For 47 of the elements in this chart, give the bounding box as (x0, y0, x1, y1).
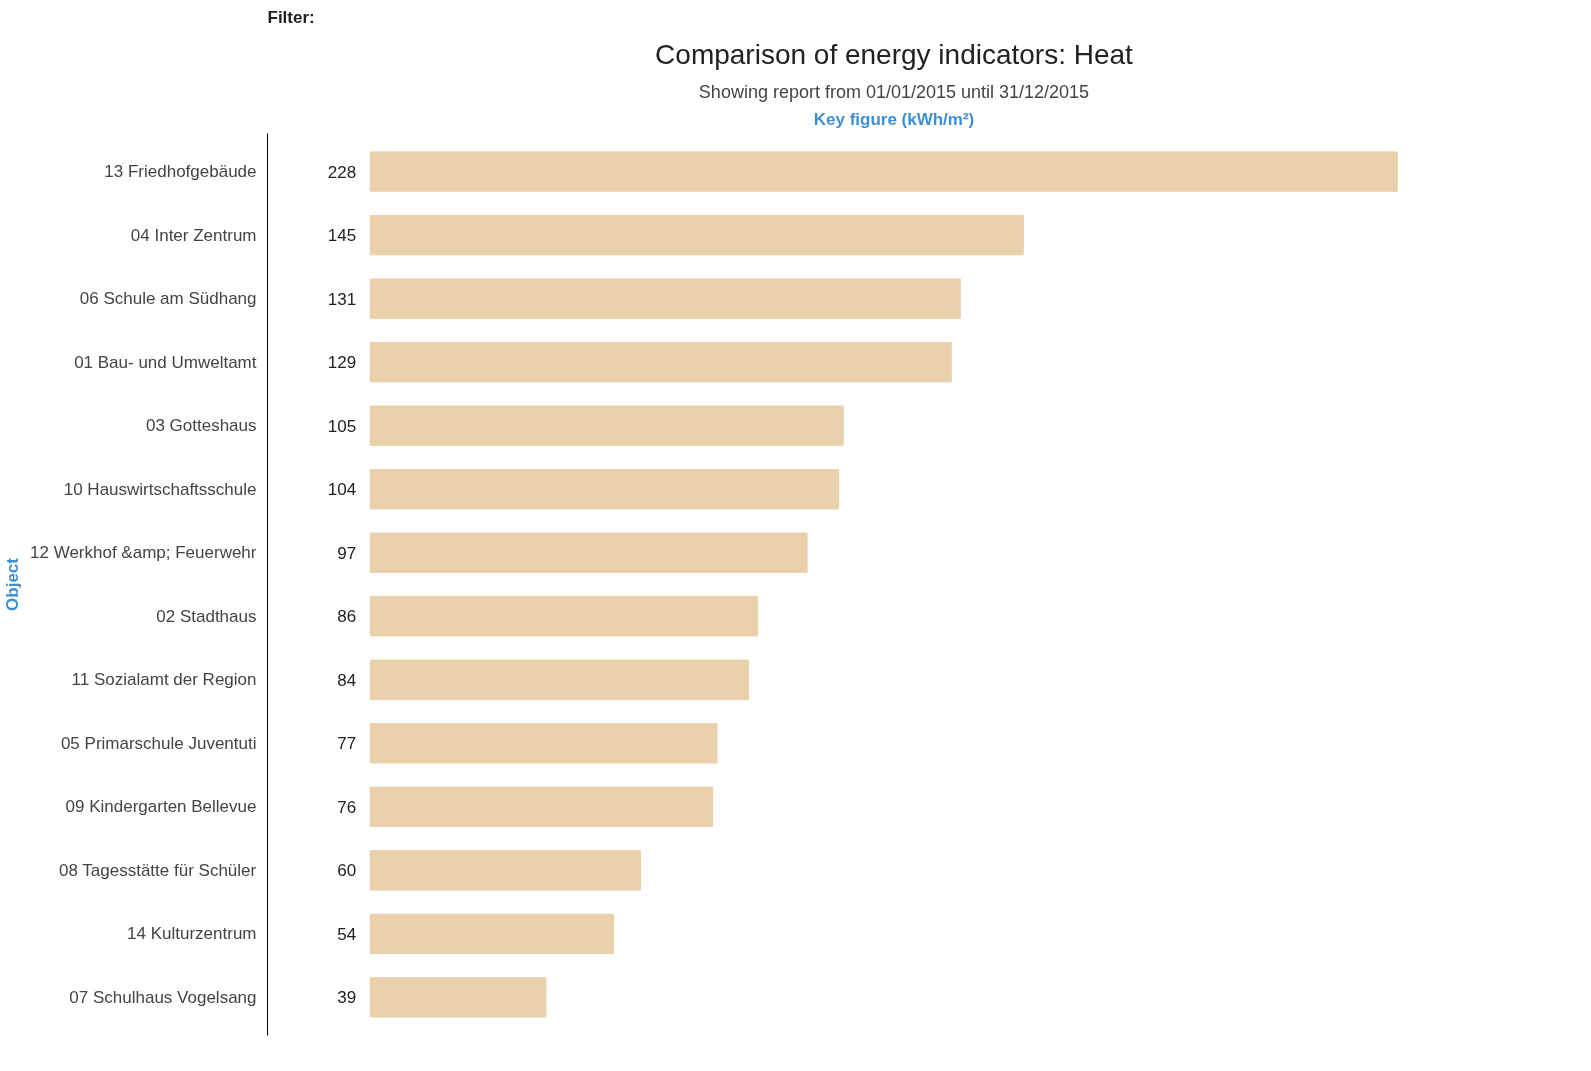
y-tick-label: 07 Schulhaus Vogelsang (69, 987, 257, 1007)
data-label: 60 (337, 861, 357, 881)
chart-subtitle: Showing report from 01/01/2015 until 31/12/2015 (698, 81, 1090, 102)
y-tick-label: 03 Gotteshaus (145, 416, 257, 436)
bar (369, 278, 961, 319)
y-tick-label: 14 Kulturzentrum (127, 924, 257, 944)
data-label: 39 (337, 988, 357, 1008)
bar (369, 913, 614, 955)
data-label: 84 (337, 670, 357, 690)
y-tick-label: 13 Friedhofgebäude (104, 162, 257, 182)
chart-title: Comparison of energy indicators: Heat (655, 38, 1134, 70)
data-label: 76 (337, 797, 357, 817)
y-tick-label: 01 Bau- und Umweltamt (74, 352, 257, 372)
bar (369, 850, 641, 891)
data-label: 104 (327, 480, 357, 500)
text: Filter: (267, 7, 315, 27)
bar (369, 596, 759, 637)
bar (369, 151, 1398, 192)
y-tick-label: 11 Sozialamt der Region (71, 670, 257, 690)
y-tick-label: 08 Tagesstätte für Schüler (59, 860, 257, 880)
y-axis-title: Object (3, 557, 23, 611)
data-label: 145 (327, 226, 357, 246)
data-label: 105 (327, 416, 357, 436)
bar (369, 977, 547, 1018)
y-tick-label: 09 Kindergarten Bellevue (65, 797, 257, 817)
data-label: 228 (327, 162, 357, 182)
y-tick-label: 04 Inter Zentrum (130, 225, 257, 245)
data-label: 131 (327, 289, 357, 309)
x-axis-title: Key figure (kWh/m²) (813, 109, 975, 129)
data-label: 97 (337, 543, 357, 563)
bar (369, 214, 1024, 256)
bar (369, 786, 714, 828)
y-tick-label: 12 Werkhof &amp; Feuerwehr (30, 543, 257, 563)
bar (369, 723, 718, 764)
data-label: 54 (337, 924, 357, 944)
data-label: 77 (337, 734, 357, 754)
y-tick-label: 10 Hauswirtschaftsschule (63, 479, 257, 499)
bar (369, 341, 952, 383)
bar (369, 532, 808, 573)
y-tick-label: 06 Schule am Südhang (79, 289, 257, 309)
bar (369, 469, 840, 510)
data-label: 86 (337, 607, 357, 627)
bar (369, 405, 844, 446)
bar (369, 659, 750, 700)
y-tick-label: 02 Stadthaus (156, 606, 257, 626)
data-label: 129 (327, 353, 357, 373)
y-tick-label: 05 Primarschule Juventuti (60, 733, 257, 753)
